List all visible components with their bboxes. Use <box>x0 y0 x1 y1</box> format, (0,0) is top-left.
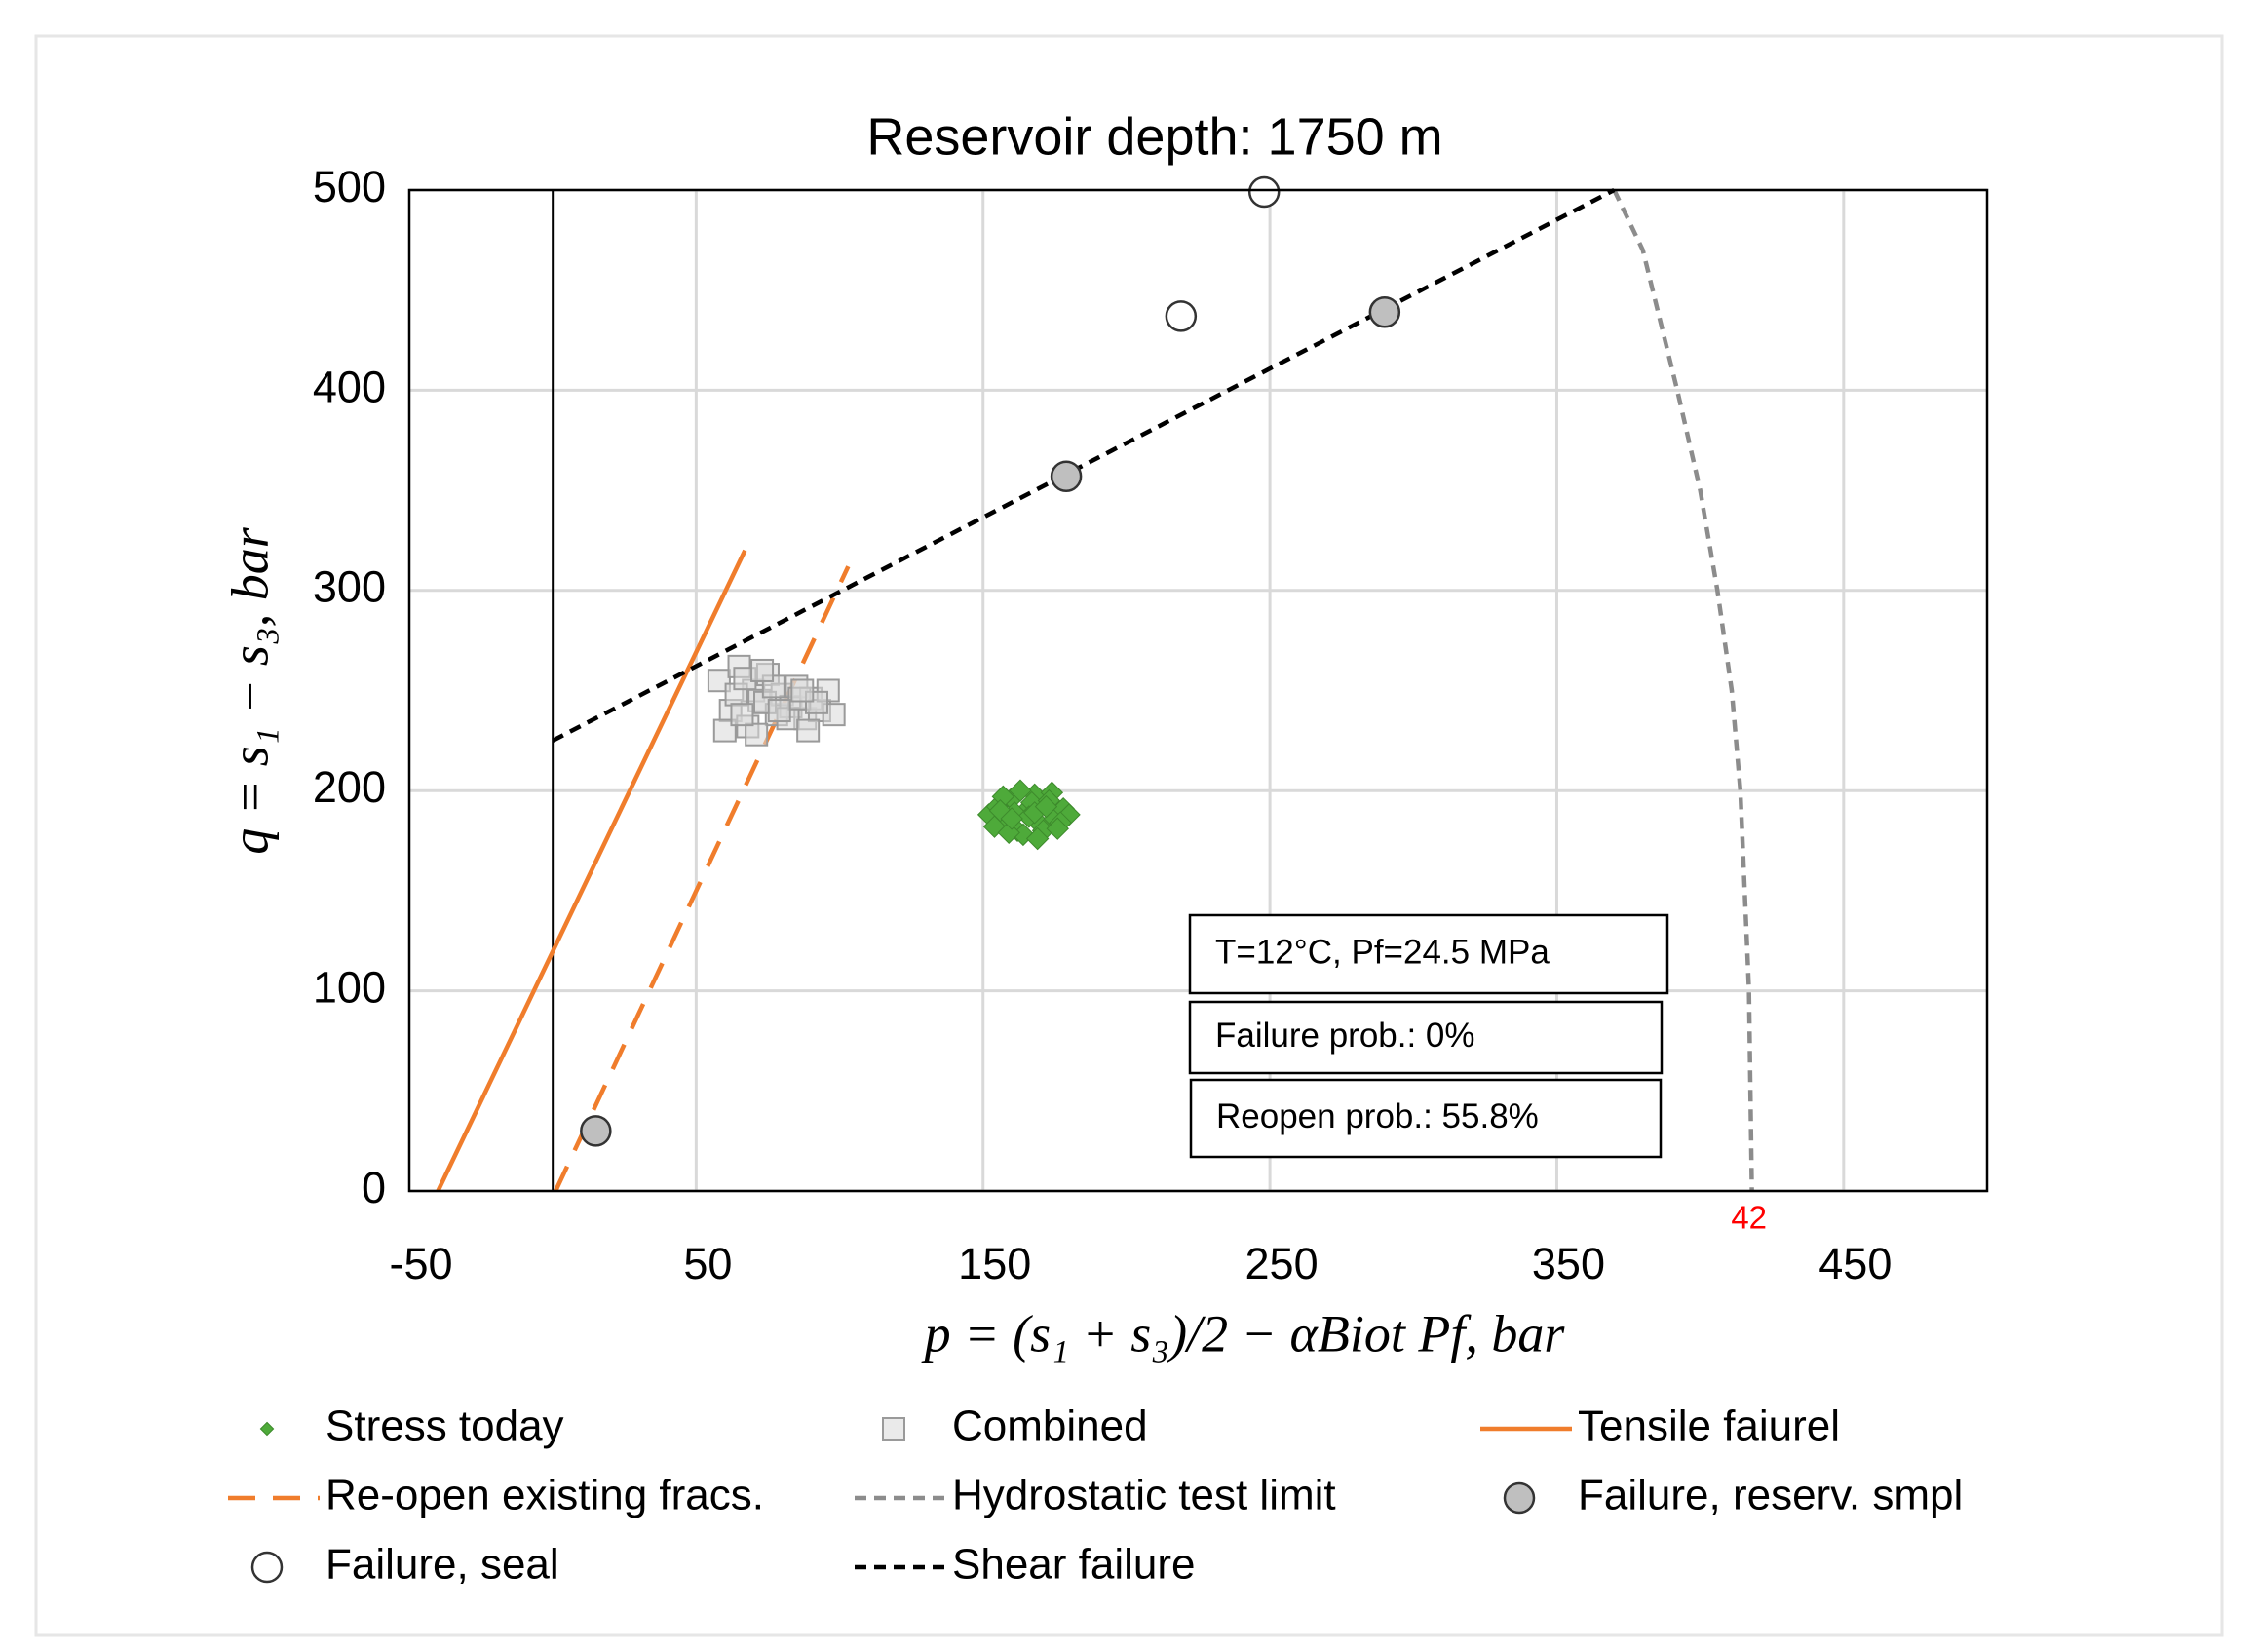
marker-square <box>790 678 815 703</box>
text-box <box>1188 1000 1664 1075</box>
marker-diamond <box>988 799 1013 823</box>
marker-square <box>796 718 821 743</box>
marker-diamond <box>1034 794 1058 819</box>
text-box <box>1189 1078 1663 1159</box>
marker-circle <box>580 1115 612 1147</box>
marker-square <box>712 718 737 743</box>
legend-label: Combined <box>952 1402 1148 1450</box>
marker-diamond <box>1000 807 1023 830</box>
marker-circle <box>250 1551 284 1584</box>
legend-label: Failure, reserv. smpl <box>1578 1472 1963 1519</box>
series-line <box>436 549 747 1192</box>
chart-title: Reservoir depth: 1750 m <box>866 107 1442 166</box>
marker-square <box>745 722 769 747</box>
series-line <box>554 565 851 1192</box>
marker-square <box>882 1417 905 1441</box>
text-box-label: Reopen prob.: 55.8% <box>1216 1097 1539 1135</box>
marker-square <box>707 669 731 693</box>
marker-circle <box>1247 175 1281 209</box>
marker-square <box>767 699 791 723</box>
x-tick-label: 350 <box>1532 1239 1605 1288</box>
y-tick-label: 100 <box>313 962 386 1012</box>
text-box-label: Failure prob.: 0% <box>1215 1017 1475 1055</box>
y-axis-label: q = s₁ − s₃, bar <box>220 526 279 854</box>
legend-label: Failure, seal <box>325 1541 559 1589</box>
series-line <box>1612 189 1754 1192</box>
marker-circle <box>1165 300 1198 332</box>
marker-circle <box>1050 460 1083 492</box>
marker-diamond <box>1046 817 1069 840</box>
x-tick-label: -50 <box>389 1239 452 1288</box>
x-axis-label: p = (s₁ + s₃)/2 − αBiot Pf, bar <box>921 1304 1566 1363</box>
legend-label: Stress today <box>325 1402 564 1450</box>
x-tick-label: 50 <box>683 1239 732 1288</box>
y-tick-label: 0 <box>362 1163 386 1212</box>
text-box <box>1188 913 1669 995</box>
y-tick-label: 200 <box>313 762 386 812</box>
annotation: 42 <box>1731 1200 1767 1236</box>
marker-circle <box>1503 1481 1536 1515</box>
x-tick-label: 250 <box>1245 1239 1319 1288</box>
marker-square <box>750 658 775 682</box>
text-box-label: T=12°C, Pf=24.5 MPa <box>1215 933 1550 971</box>
series-line <box>552 188 1616 743</box>
legend-label: Tensile faiurel <box>1578 1402 1840 1450</box>
marker-diamond <box>1009 779 1032 802</box>
marker-diamond <box>259 1421 275 1437</box>
legend-label: Re-open existing fracs. <box>325 1472 764 1519</box>
y-tick-label: 300 <box>313 562 386 612</box>
plot-frame <box>407 188 1989 1193</box>
outer-frame <box>34 34 2224 1637</box>
y-tick-label: 500 <box>313 162 386 211</box>
marker-diamond <box>1025 826 1050 851</box>
marker-square <box>730 703 754 727</box>
legend-label: Hydrostatic test limit <box>952 1472 1336 1519</box>
marker-square <box>822 703 846 727</box>
x-tick-label: 150 <box>958 1239 1031 1288</box>
marker-circle <box>1368 296 1401 328</box>
y-tick-label: 400 <box>313 362 386 411</box>
legend-label: Shear failure <box>952 1541 1195 1589</box>
x-tick-label: 450 <box>1818 1239 1892 1288</box>
